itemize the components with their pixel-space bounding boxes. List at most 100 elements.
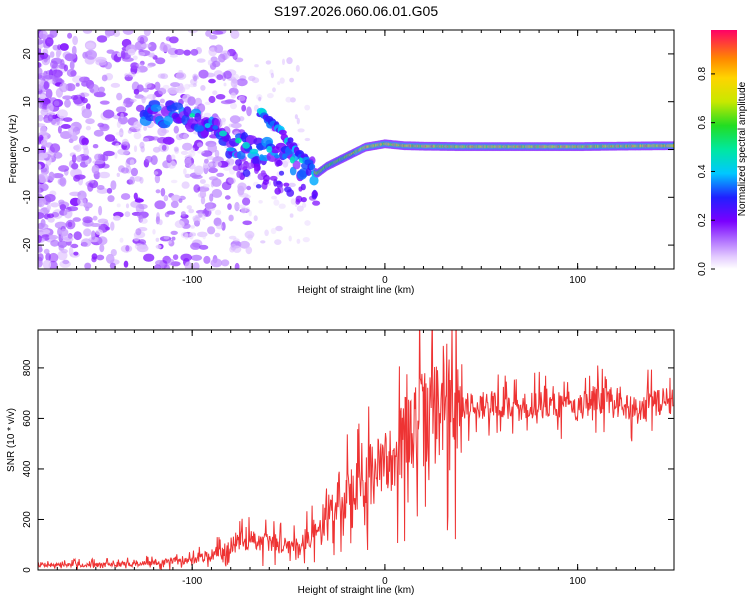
spectrogram-blob xyxy=(219,130,227,137)
spectrogram-blob xyxy=(128,71,136,78)
spectrogram-blob xyxy=(64,53,75,62)
spectrogram-blob xyxy=(236,78,248,87)
spectrogram-blob xyxy=(212,125,219,130)
spectrogram-blob xyxy=(230,243,237,251)
spectrogram-blob xyxy=(221,221,226,231)
spectrogram-blob xyxy=(92,144,99,149)
spectrogram-blob xyxy=(273,199,280,206)
spectrogram-blob xyxy=(259,154,265,161)
spectrogram-blob xyxy=(38,173,49,183)
spectrogram-blob xyxy=(232,51,238,61)
spectrogram-blob xyxy=(184,261,193,269)
spectrogram-blob xyxy=(71,45,77,56)
spectrogram-blob xyxy=(98,205,103,216)
snr-panel: -100 0 100 0 200 400 600 800 Height of straight… xyxy=(6,329,675,596)
spectrogram-blob xyxy=(95,59,107,66)
spectrogram-blob xyxy=(271,195,278,200)
spectrogram-blob xyxy=(130,167,138,177)
spectrogram-blob xyxy=(223,134,231,143)
spectrogram-blob xyxy=(234,201,240,212)
spectrogram-blob xyxy=(246,162,254,169)
spectrogram-blob xyxy=(209,34,218,40)
spectrogram-blob xyxy=(154,200,166,210)
spectrogram-blob xyxy=(178,70,183,74)
spectrogram-blob xyxy=(289,213,294,218)
spectrogram-blob xyxy=(174,220,185,229)
spectrogram-blob xyxy=(279,77,285,84)
spectrogram-blob xyxy=(224,195,231,200)
spectrogram-blob xyxy=(48,252,59,263)
spectrogram-blob xyxy=(130,62,139,70)
spectrogram-blob xyxy=(277,81,281,85)
spectrogram-blob xyxy=(161,129,170,134)
spectrogram-blob xyxy=(163,115,173,126)
spectrogram-blob xyxy=(296,205,304,212)
spectrogram-blob xyxy=(155,189,161,194)
spectrogram-blob xyxy=(65,219,76,230)
spectrogram-y-tick-label: 20 xyxy=(22,48,33,60)
spectrogram-blob xyxy=(190,242,201,250)
spectrogram-blob xyxy=(164,195,168,201)
spectrogram-blob xyxy=(148,53,156,58)
spectrogram-blob xyxy=(223,70,232,80)
spectrogram-blob xyxy=(159,43,172,52)
spectrogram-blob xyxy=(213,217,222,227)
spectrogram-blob xyxy=(38,67,43,76)
colorbar-tick-label: 0.0 xyxy=(697,262,708,276)
spectrogram-xlabel: Height of straight line (km) xyxy=(298,285,415,296)
spectrogram-blob xyxy=(278,203,286,209)
spectrogram-blob xyxy=(156,137,168,144)
spectrogram-blob xyxy=(190,254,203,261)
spectrogram-blob xyxy=(180,150,189,155)
spectrogram-blob xyxy=(91,256,97,263)
spectrogram-blob xyxy=(180,253,192,262)
spectrogram-blob xyxy=(140,145,145,153)
spectrogram-blob xyxy=(53,152,63,159)
spectrogram-blob xyxy=(205,30,212,37)
spectrogram-blob xyxy=(301,202,307,208)
spectrogram-blob xyxy=(38,62,42,68)
spectrogram-blob xyxy=(76,155,82,163)
spectrogram-blob xyxy=(73,251,79,256)
spectrogram-blob xyxy=(241,104,247,112)
spectrogram-blob xyxy=(175,72,187,80)
spectrogram-blob xyxy=(110,249,117,257)
spectrogram-blob xyxy=(223,167,231,171)
spectrogram-blob xyxy=(40,139,48,147)
spectrogram-blob xyxy=(153,264,162,269)
spectrogram-blob xyxy=(47,216,55,223)
spectrogram-blob xyxy=(159,98,165,104)
spectrogram-blob xyxy=(85,103,91,110)
spectrogram-blob xyxy=(102,109,115,119)
spectrogram-blob xyxy=(269,175,278,181)
spectrogram-blob xyxy=(68,246,74,257)
spectrogram-blob xyxy=(270,72,274,79)
spectrogram-blob xyxy=(184,83,191,90)
spectrogram-blob xyxy=(130,200,141,208)
spectrogram-blob xyxy=(72,131,77,141)
spectrogram-blob xyxy=(202,233,206,240)
spectrogram-blob xyxy=(214,209,222,216)
spectrogram-blob xyxy=(236,150,246,160)
spectrogram-blob xyxy=(170,179,178,184)
spectrogram-blob xyxy=(216,74,223,81)
spectrogram-blob xyxy=(226,147,236,152)
snr-x-tick-label: -100 xyxy=(182,576,202,587)
spectrogram-blob xyxy=(54,75,60,81)
spectrogram-image xyxy=(38,30,674,269)
spectrogram-blob xyxy=(183,133,188,140)
spectrogram-blob xyxy=(90,223,102,227)
spectrogram-blob xyxy=(107,195,115,203)
spectrogram-blob xyxy=(266,146,273,153)
spectrogram-blob xyxy=(295,195,303,203)
spectrogram-blob xyxy=(91,164,100,175)
snr-ylabel: SNR (10 * v/v) xyxy=(6,408,17,472)
spectrogram-blob xyxy=(228,123,234,128)
spectrogram-blob xyxy=(189,232,196,237)
spectrogram-blob xyxy=(88,84,100,94)
colorbar-tick-label: 0.2 xyxy=(697,213,708,227)
spectrogram-blob xyxy=(39,30,48,40)
spectrogram-y-tick-label: 0 xyxy=(22,146,33,152)
spectrogram-x-tick-label: 100 xyxy=(569,275,586,286)
spectrogram-blob xyxy=(56,109,68,119)
